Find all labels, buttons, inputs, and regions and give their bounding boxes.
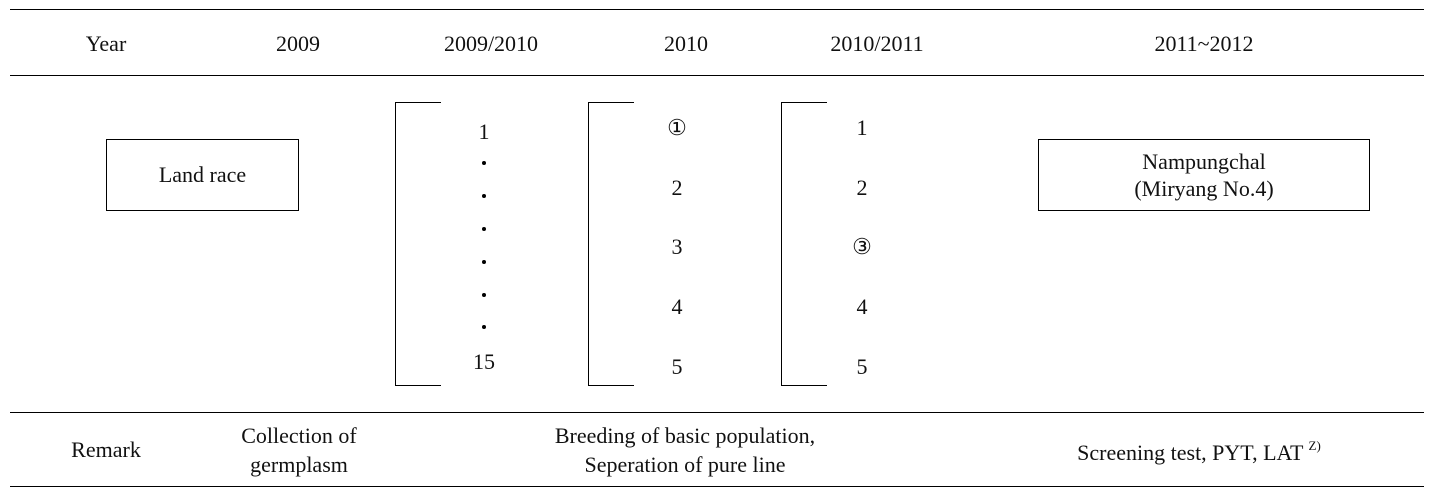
line-2010-2011-2: 2: [856, 175, 868, 200]
remark-breeding: Breeding of basic population, Seperation…: [555, 422, 815, 479]
variety-alias: (Miryang No.4): [1134, 176, 1274, 201]
header-year: Year: [85, 31, 127, 56]
ellipsis-dot: [482, 227, 486, 231]
line-2010-2: 2: [671, 175, 683, 200]
remark-collection-line1: Collection of: [241, 423, 357, 448]
ellipsis-dot: [482, 293, 486, 297]
header-2011-2012: 2011~2012: [1154, 31, 1254, 56]
header-2009: 2009: [276, 31, 320, 56]
remark-label: Remark: [71, 437, 141, 462]
bracket-2010-2011: [781, 102, 827, 386]
remark-screening-text: Screening test, PYT, LAT: [1077, 440, 1304, 465]
line-2010-2011-3: ③: [852, 234, 872, 259]
header-2010-2011: 2010/2011: [830, 31, 924, 56]
variety-box: Nampungchal (Miryang No.4): [1038, 139, 1370, 211]
line-first-2009-2010: 1: [478, 119, 490, 144]
line-last-2009-2010: 15: [473, 349, 495, 374]
remark-breeding-line2: Seperation of pure line: [584, 451, 786, 477]
bottom-rule: [10, 486, 1424, 487]
line-2010-2011-1: 1: [856, 115, 868, 140]
bracket-2010: [588, 102, 634, 386]
line-2010-2011-5: 5: [856, 354, 868, 379]
remark-collection-line2: germplasm: [250, 451, 348, 477]
remark-collection: Collection of germplasm: [241, 422, 356, 479]
top-rule: [10, 9, 1424, 10]
variety-name: Nampungchal: [1142, 148, 1266, 174]
land-race-box: Land race: [106, 139, 299, 211]
ellipsis-dot: [482, 161, 486, 165]
line-2010-4: 4: [671, 294, 683, 319]
ellipsis-dot: [482, 260, 486, 264]
header-rule: [10, 75, 1424, 76]
header-2010: 2010: [664, 31, 708, 56]
line-2010-5: 5: [671, 354, 683, 379]
ellipsis-dot: [482, 194, 486, 198]
bracket-2009-2010: [395, 102, 441, 386]
land-race-label: Land race: [158, 162, 247, 188]
remark-breeding-line1: Breeding of basic population,: [554, 423, 816, 448]
line-2010-1: ①: [667, 115, 687, 140]
line-2010-2011-4: 4: [856, 294, 868, 319]
header-2009-2010: 2009/2010: [443, 31, 539, 56]
line-2010-3: 3: [671, 234, 683, 259]
remark-screening: Screening test, PYT, LAT Z): [1077, 439, 1321, 464]
ellipsis-dot: [482, 325, 486, 329]
remark-screening-footnote: Z): [1308, 438, 1321, 453]
remark-rule: [10, 412, 1424, 413]
